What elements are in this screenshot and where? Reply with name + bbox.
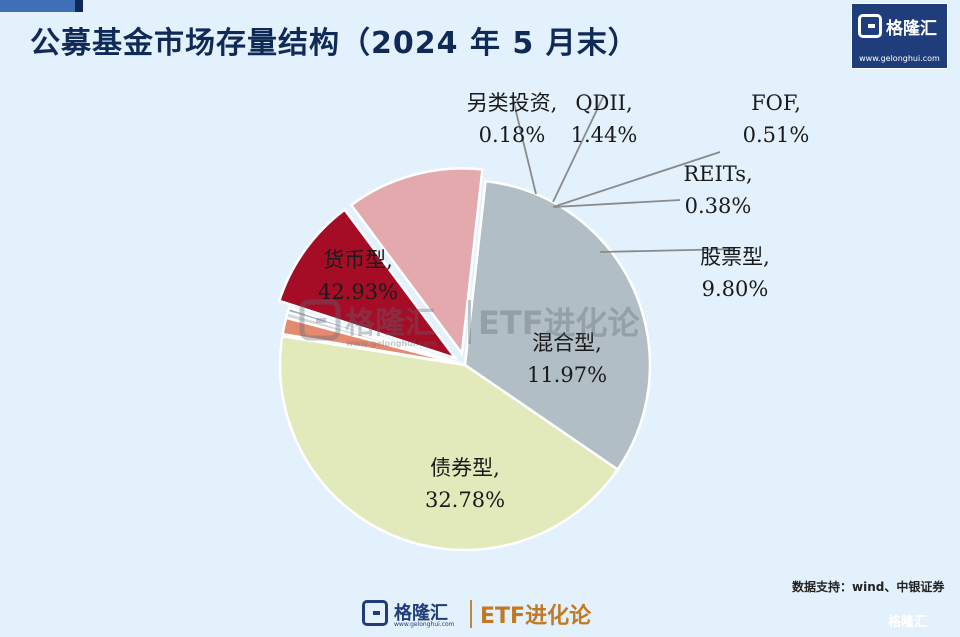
footer-separator (470, 600, 472, 628)
slice-label-value-1: 11.97% (527, 363, 607, 387)
pie-slice-0 (277, 207, 459, 361)
slice-labels: 股票型, 9.80% 混合型, 11.97% 债券型, 32.78% 货币型, 42.93% 另… (318, 91, 809, 512)
watermark-logo-icon-bar (316, 318, 326, 323)
footer-logo-url: www.gelonghui.com (394, 621, 455, 628)
slice-label-name-5: QDII, (575, 91, 632, 115)
slice-label-value-4: 0.18% (479, 123, 546, 147)
leader-line-6 (552, 151, 721, 208)
slice-label-name-4: 另类投资, (467, 91, 558, 115)
watermark-logo-name: 格隆汇 (345, 306, 435, 341)
slice-label-value-0: 9.80% (702, 277, 769, 301)
watermark-logo-icon (299, 299, 341, 341)
gelonghui-logo-icon (858, 14, 882, 38)
logo-url: www.gelonghui.com (859, 54, 940, 63)
center-watermark: 格隆汇 www.gelonghui.com ETF进化论 (299, 299, 641, 348)
watermark-etf-name: ETF进化论 (478, 304, 641, 342)
corner-decoration (0, 0, 83, 12)
logo-name: 格隆汇 (886, 19, 937, 39)
pie-slice-2 (463, 179, 652, 472)
leader-line-5 (552, 94, 605, 203)
leader-line-4 (511, 94, 537, 195)
footer-logo-icon (362, 600, 388, 626)
slice-label-value-5: 1.44% (571, 123, 638, 147)
data-source: 数据支持：wind、中银证券 (792, 580, 945, 594)
slice-label-value-2: 32.78% (425, 488, 505, 512)
leader-line-7 (553, 199, 681, 208)
slice-label-value-3: 42.93% (318, 280, 398, 304)
slice-label-name-2: 债券型, (430, 456, 500, 480)
footer-logo-name: 格隆汇 (394, 603, 448, 624)
pie-slice-1 (349, 167, 484, 357)
pie-slice-3 (278, 334, 620, 552)
chart-title: 公募基金市场存量结构（2024 年 5 月末） (30, 26, 639, 61)
slice-label-name-1: 混合型, (532, 331, 602, 355)
leader-line-0 (599, 248, 736, 253)
watermark-separator (468, 300, 471, 344)
slice-label-name-7: REITs, (683, 162, 752, 186)
slice-label-name-6: FOF, (751, 91, 801, 115)
gelonghui-logo: 格隆汇 www.gelonghui.com (851, 3, 948, 69)
pie-slices (277, 167, 652, 552)
slice-label-value-6: 0.51% (743, 123, 810, 147)
corner-watermark: 格隆汇 (888, 615, 928, 630)
slice-label-value-7: 0.38% (685, 194, 752, 218)
leader-lines (511, 94, 736, 253)
pie-slice-7 (286, 306, 466, 367)
slice-label-name-3: 货币型, (323, 248, 393, 272)
watermark-logo-url: www.gelonghui.com (346, 339, 437, 348)
slice-label-name-0: 股票型, (700, 245, 770, 269)
footer-etf-name: ETF进化论 (480, 604, 592, 629)
